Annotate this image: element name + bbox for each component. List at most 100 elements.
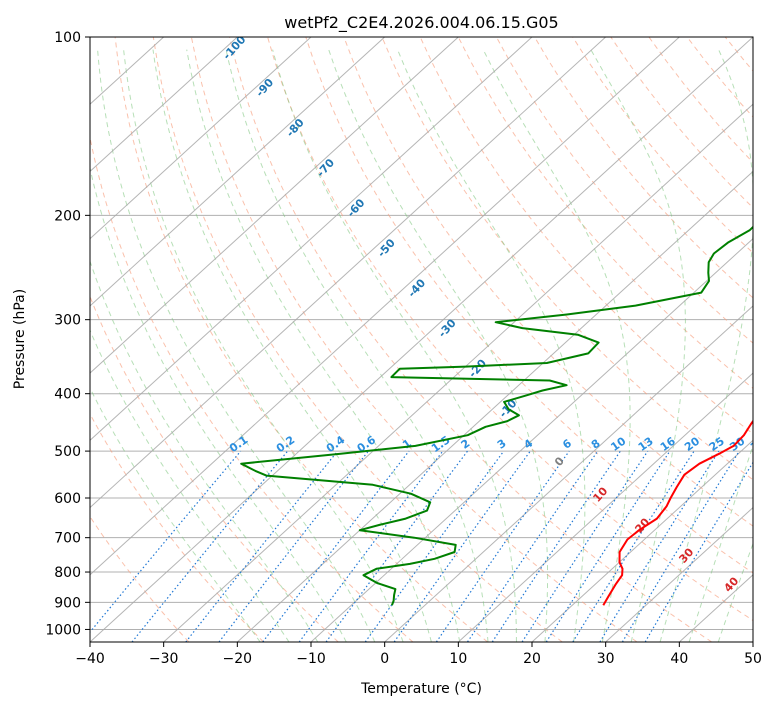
- x-tick-label: −30: [149, 651, 179, 667]
- mixing-ratio-line: [435, 450, 570, 642]
- x-tick-label: 30: [597, 651, 615, 667]
- y-tick-label: 800: [54, 565, 81, 581]
- mixing-ratio-label: 1: [400, 437, 414, 452]
- x-tick-label: −40: [75, 651, 105, 667]
- isotherm-label: 40: [721, 574, 741, 594]
- isotherm-label: -60: [345, 196, 368, 220]
- mixing-ratio-line: [572, 450, 695, 642]
- moist-adiabat-line: [90, 259, 319, 642]
- moist-adiabat-line: [123, 49, 404, 642]
- moist-adiabat-line: [659, 49, 753, 642]
- moist-adiabat-line: [186, 49, 461, 642]
- x-tick-label: 40: [670, 651, 688, 667]
- y-tick-label: 100: [54, 30, 81, 46]
- moist-adiabat-line: [272, 49, 517, 642]
- moist-adiabat-line: [590, 49, 686, 642]
- dry-adiabat-line: [457, 37, 753, 389]
- dry-adiabat-line: [267, 37, 753, 622]
- isotherm-label: 0: [552, 454, 567, 469]
- mixing-ratio-line: [466, 450, 599, 642]
- y-tick-label: 400: [54, 387, 81, 403]
- mixing-ratio-line: [521, 450, 649, 642]
- dry-adiabat-line: [305, 37, 753, 574]
- mixing-ratio-line: [185, 450, 339, 642]
- isotherm-line: [310, 237, 753, 642]
- mixing-ratio-label: 0.1: [227, 433, 250, 455]
- isotherm-label: -70: [314, 156, 337, 180]
- isotherm-line: [236, 170, 753, 642]
- isotherm-line: [384, 305, 753, 642]
- isotherm-line: [90, 37, 459, 374]
- dry-adiabat-line: [686, 37, 753, 118]
- dry-adiabat-line: [763, 37, 775, 642]
- x-tick-label: −20: [223, 651, 253, 667]
- mixing-ratio-label: 3: [495, 437, 509, 452]
- mixing-ratio-line: [545, 450, 671, 642]
- mixing-ratio-label: 36: [748, 434, 768, 454]
- isotherm-line: [605, 506, 753, 642]
- isotherm-label: 30: [676, 545, 696, 565]
- isotherm-label: -80: [284, 116, 307, 140]
- moist-adiabat-line: [90, 387, 261, 642]
- y-tick-label: 900: [54, 595, 81, 611]
- moist-adiabat-line: [482, 49, 631, 642]
- series-line-dewpoint: [240, 225, 753, 606]
- series-line-temperature: [602, 419, 753, 606]
- mixing-ratio-line: [90, 450, 242, 633]
- isotherm-line: [531, 439, 753, 642]
- mixing-ratio-line: [491, 450, 621, 642]
- moist-adiabat-line: [225, 49, 489, 642]
- isotherm-line: [90, 37, 753, 642]
- y-tick-label: 300: [54, 313, 81, 329]
- dry-adiabat-line: [495, 37, 753, 344]
- mixing-ratio-line: [218, 450, 369, 642]
- moist-adiabat-line: [90, 328, 290, 642]
- dry-adiabat-line: [648, 37, 753, 164]
- y-tick-label: 1000: [45, 622, 81, 638]
- dry-adiabat-line: [90, 295, 339, 642]
- y-tick-label: 200: [54, 208, 81, 224]
- isotherm-label: -40: [405, 276, 428, 300]
- isotherm-label: 10: [590, 484, 610, 504]
- isotherm-line: [90, 37, 533, 442]
- dry-adiabat-line: [343, 37, 753, 527]
- x-tick-label: −10: [296, 651, 326, 667]
- data-series: [240, 225, 753, 606]
- mixing-ratio-label: 1.5: [429, 433, 452, 455]
- isotherm-line: [90, 37, 680, 576]
- dry-adiabat-line: [114, 37, 488, 642]
- isotherm-line: [457, 372, 753, 642]
- mixing-ratio-line: [131, 450, 289, 642]
- mixing-ratio-line: [262, 450, 410, 642]
- moist-adiabat-line: [97, 49, 376, 642]
- dry-adiabat-line: [90, 412, 264, 642]
- moist-adiabat-line: [717, 542, 753, 642]
- moist-adiabat-line: [397, 49, 586, 642]
- x-tick-label: 20: [523, 651, 541, 667]
- mixing-ratio-line: [621, 450, 740, 642]
- dry-adiabat-line: [724, 37, 753, 72]
- isotherm-line: [90, 37, 607, 509]
- mixing-ratio-line: [393, 450, 531, 642]
- isotherm-line: [163, 103, 753, 642]
- mixing-ratio-line: [644, 461, 753, 642]
- x-tick-label: 10: [449, 651, 467, 667]
- chart-title: wetPf2_C2E4.2026.004.06.15.G05: [284, 13, 558, 33]
- mixing-ratio-label: 6: [560, 437, 574, 452]
- mixing-ratio-label: 0.4: [324, 433, 348, 455]
- isotherm-label: -20: [466, 356, 489, 380]
- isotherm-line: [90, 37, 312, 240]
- dry-adiabat-line: [229, 37, 712, 642]
- x-tick-label: 50: [744, 651, 762, 667]
- isotherm-line: [90, 37, 238, 173]
- dry-adiabat-line: [90, 515, 190, 642]
- y-axis-label: Pressure (hPa): [12, 289, 28, 389]
- mixing-ratio-line: [325, 450, 468, 642]
- moist-adiabat-line: [90, 165, 347, 642]
- plot-background: 0.1 0.2 0.4 0.6 1 1.5 2 3 4 6 8 10 13 16 20 25 30 36-100-…: [90, 37, 775, 642]
- y-tick-label: 500: [54, 444, 81, 460]
- x-axis-label: Temperature (°C): [360, 681, 482, 697]
- isotherm-line: [90, 37, 386, 307]
- axes: −40 −30 −20 −10 0 10 20 30 40 50 100 200 300 400 500 6 0…: [45, 30, 762, 667]
- isotherm-line: [752, 641, 753, 642]
